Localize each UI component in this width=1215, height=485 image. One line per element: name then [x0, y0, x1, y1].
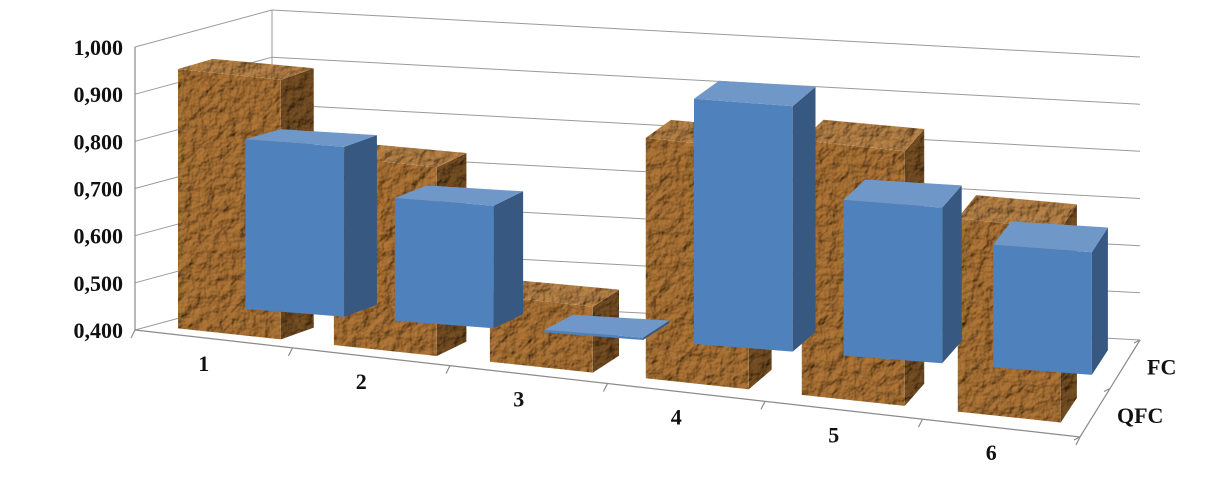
bar-front-face	[694, 98, 793, 352]
bar-top-face	[544, 314, 670, 338]
bar-side-face	[493, 191, 524, 329]
bar-top-face	[394, 185, 524, 206]
category-label: 3	[513, 387, 524, 412]
bar-side-face	[1091, 227, 1108, 375]
bar-front-face	[993, 244, 1092, 375]
bar-top-face	[694, 80, 816, 107]
category-tick	[1075, 436, 1081, 446]
category-tick	[760, 401, 766, 410]
bar-side-face	[643, 320, 670, 340]
category-tick	[602, 383, 609, 392]
bar-fc-1	[245, 129, 377, 317]
bar-front-face	[843, 199, 943, 364]
category-tick	[917, 418, 924, 428]
category-tick	[287, 347, 294, 357]
y-tick-label: 0,800	[74, 129, 124, 154]
bar-top-face	[801, 119, 925, 152]
series-label: QFC	[1117, 403, 1163, 428]
y-tick-label: 1,000	[74, 35, 124, 60]
y-tick-label: 0,900	[74, 82, 124, 107]
category-label: 2	[356, 369, 367, 394]
category-label: 4	[671, 404, 682, 429]
series-tick	[1103, 387, 1111, 393]
bar-fc-2	[394, 185, 524, 329]
category-label: 5	[828, 422, 839, 447]
axes	[130, 47, 1141, 446]
bar-front-face	[394, 198, 494, 329]
series-label: FC	[1147, 354, 1176, 379]
bar-top-face	[245, 129, 377, 147]
series-tick	[1133, 339, 1141, 344]
y-tick-label: 0,600	[74, 224, 124, 249]
bar-front-face	[245, 139, 345, 317]
series-tick	[1073, 436, 1081, 441]
bar-top-face	[993, 221, 1108, 253]
bar-top-face	[178, 58, 314, 80]
category-tick	[130, 329, 136, 339]
gridline	[134, 9, 1141, 58]
bar-front-face	[544, 329, 644, 340]
bar-side-face	[344, 135, 377, 317]
bar-top-face	[843, 179, 962, 208]
bar-fc-5	[843, 179, 962, 364]
bar-fc-6	[993, 221, 1108, 375]
y-tick-label: 0,700	[74, 177, 124, 202]
category-label: 6	[986, 440, 997, 465]
labels: 0,400 0,500 0,600 0,700 0,800 0,900 1,000 1 2 3 4 5…	[74, 35, 1177, 465]
bar-side-face	[942, 185, 962, 364]
bars	[178, 58, 1108, 423]
y-tick-label: 0,400	[74, 318, 124, 343]
bar-top-face	[957, 195, 1077, 230]
category-tick	[445, 365, 451, 374]
bar-fc-4	[694, 80, 816, 352]
category-label: 1	[198, 351, 209, 376]
y-tick-label: 0,500	[74, 271, 124, 296]
bar-side-face	[792, 86, 816, 352]
bar-fc-3	[544, 314, 670, 340]
